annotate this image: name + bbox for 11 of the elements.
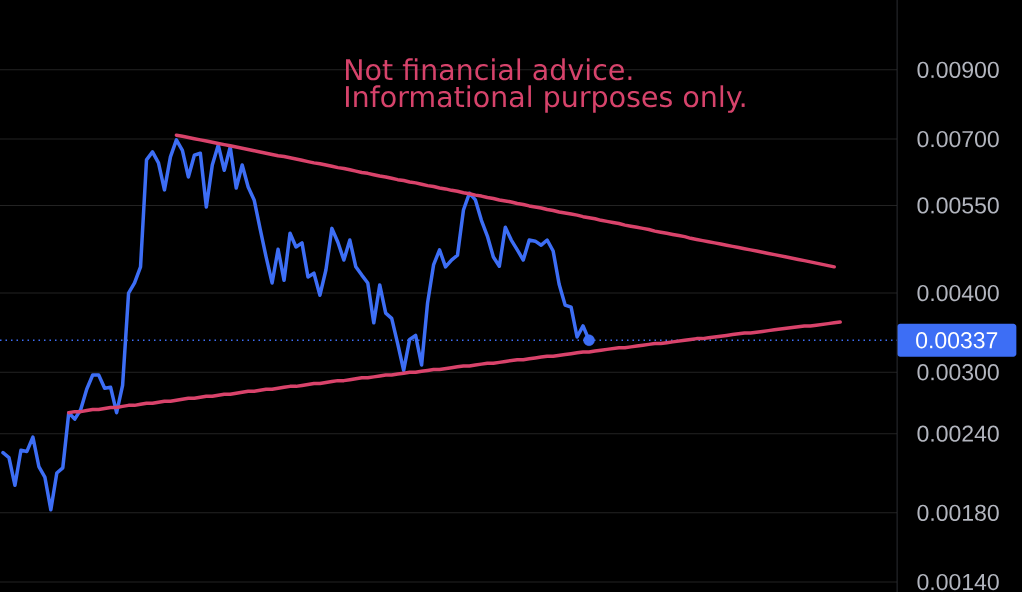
ref-line-label: 0.00337 [916,332,998,349]
annotation: Informational purposes only. [346,85,745,113]
y-tick-label: 0.00300 [917,364,999,381]
y-tick-label: 0.00900 [917,61,999,79]
y-tick-label: 0.00700 [917,130,999,148]
y-tick-label: 0.00550 [917,197,999,214]
y-tick-label: 0.00240 [917,425,999,442]
y-tick-label: 0.00140 [917,573,999,591]
y-tick-label: 0.00400 [917,284,999,302]
annotation: Not financial advice. [346,58,632,81]
y-tick-label: 0.00180 [917,504,999,521]
